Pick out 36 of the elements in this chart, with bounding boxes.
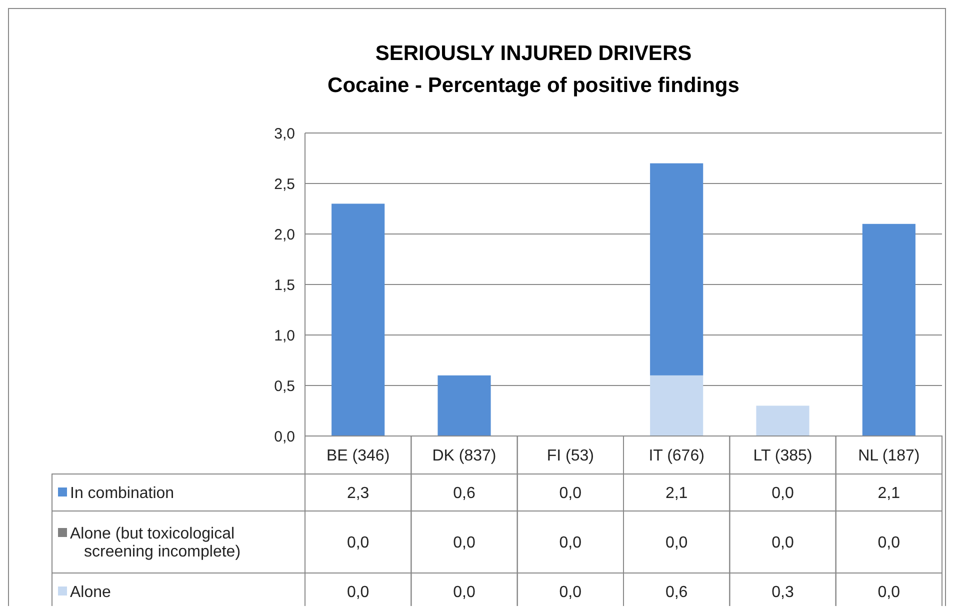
data-label: 0,6 bbox=[453, 485, 476, 502]
data-label: 0,6 bbox=[665, 584, 688, 602]
x-tick-label: BE (346) bbox=[326, 448, 390, 465]
legend-label: In combination bbox=[70, 485, 174, 502]
y-tick-label: 2,0 bbox=[274, 226, 295, 244]
x-tick-label: FI (53) bbox=[546, 448, 594, 465]
legend-label: Alone (but toxicological screening incomplete) bbox=[70, 526, 241, 561]
data-label: 0,3 bbox=[772, 584, 794, 602]
x-tick-label: NL (187) bbox=[858, 448, 920, 465]
data-label: 0,0 bbox=[453, 584, 476, 602]
y-tick-label: 2,5 bbox=[274, 176, 295, 193]
data-label: 0,0 bbox=[453, 534, 476, 552]
data-label: 0,0 bbox=[665, 534, 688, 552]
data-label: 2,1 bbox=[878, 485, 900, 502]
data-label: 0,0 bbox=[878, 534, 900, 552]
chart-title: SERIOUSLY INJURED DRIVERS bbox=[375, 42, 692, 65]
y-tick-label: 0,0 bbox=[274, 428, 295, 446]
y-tick-label: 1,0 bbox=[274, 327, 295, 344]
data-label: 2,1 bbox=[665, 485, 688, 502]
y-tick-label: 3,0 bbox=[274, 125, 295, 142]
data-label: 0,0 bbox=[559, 485, 582, 502]
data-label: 0,0 bbox=[772, 485, 794, 502]
y-tick-label: 1,5 bbox=[274, 276, 295, 294]
data-label: 0,0 bbox=[878, 584, 900, 602]
y-tick-label: 0,5 bbox=[274, 378, 295, 395]
data-label: 0,0 bbox=[559, 534, 582, 552]
data-label: 0,0 bbox=[772, 534, 794, 552]
x-tick-label: LT (385) bbox=[753, 448, 812, 465]
x-tick-label: IT (676) bbox=[648, 448, 704, 465]
data-label: 0,0 bbox=[346, 584, 370, 602]
data-label: 0,0 bbox=[559, 584, 582, 602]
legend-label: Alone bbox=[70, 584, 112, 602]
chart-subtitle: Cocaine - Percentage of positive findings bbox=[328, 74, 740, 97]
x-tick-label: DK (837) bbox=[432, 448, 496, 465]
data-label: 0,0 bbox=[346, 534, 370, 552]
data-label: 2,3 bbox=[346, 485, 370, 502]
